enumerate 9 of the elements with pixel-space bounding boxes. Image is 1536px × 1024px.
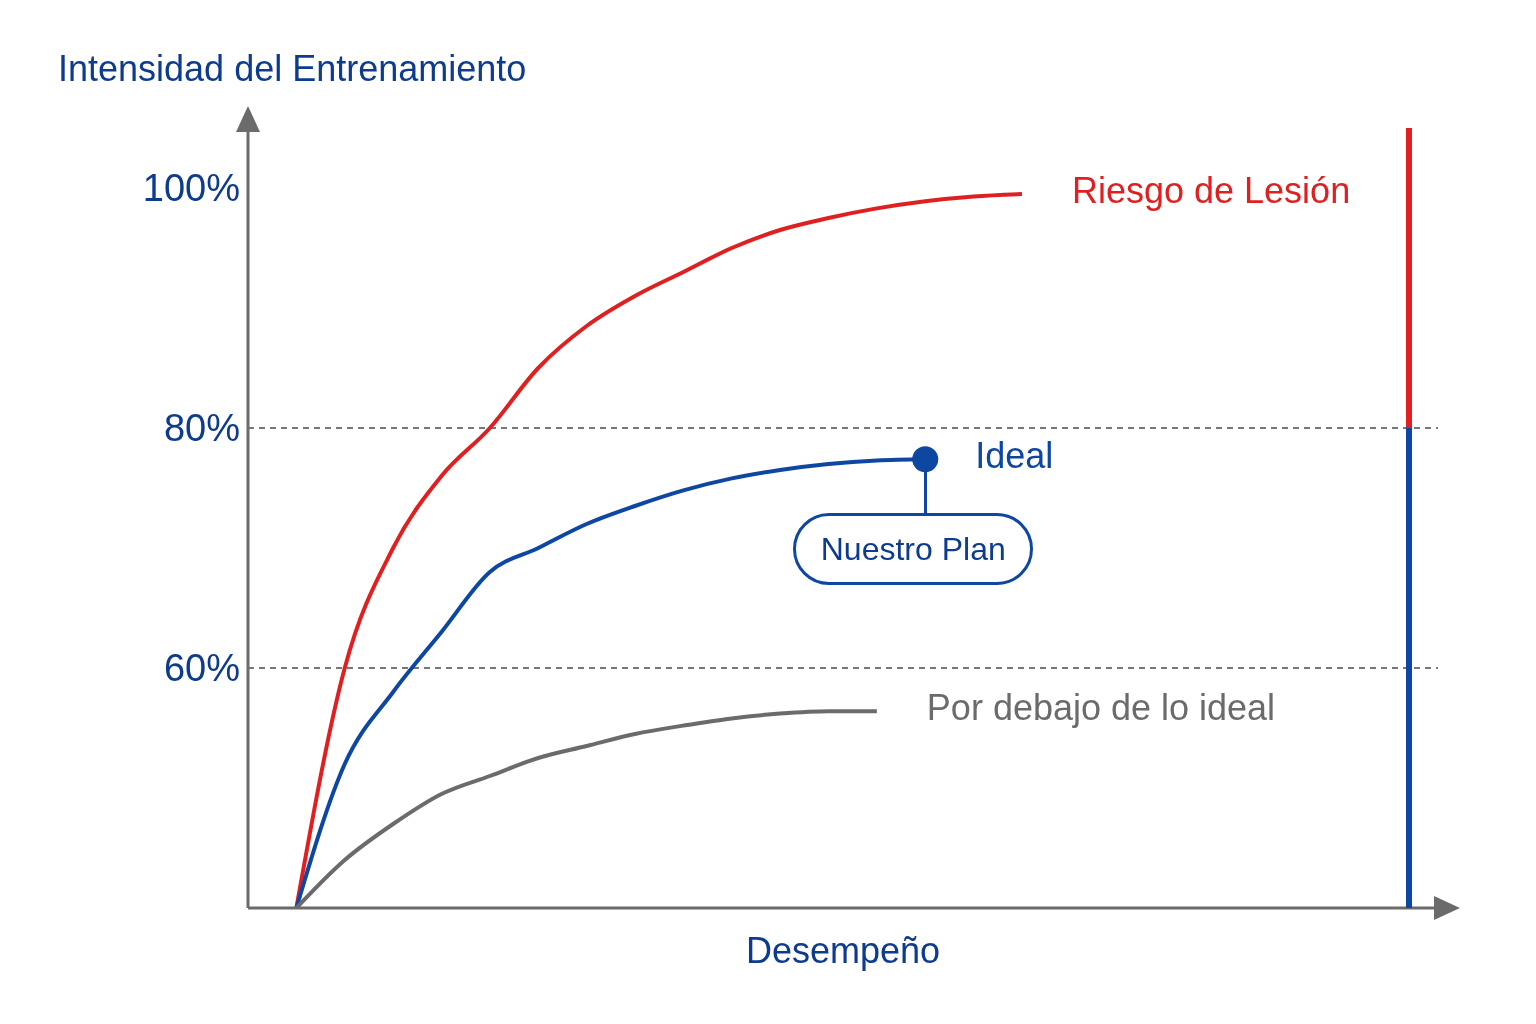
y-tick-label: 60% xyxy=(163,647,240,690)
y-axis-title: Intensidad del Entrenamiento xyxy=(58,48,527,90)
y-tick-label: 100% xyxy=(142,167,240,210)
x-axis-title: Desempeño xyxy=(744,930,942,972)
y-tick-label: 80% xyxy=(163,407,240,450)
series-label: Por debajo de lo ideal xyxy=(926,687,1276,730)
series-label: Riesgo de Lesión xyxy=(1071,170,1351,212)
annotation: Nuestro Plan xyxy=(793,513,1034,586)
series-label: Ideal xyxy=(975,435,1054,478)
